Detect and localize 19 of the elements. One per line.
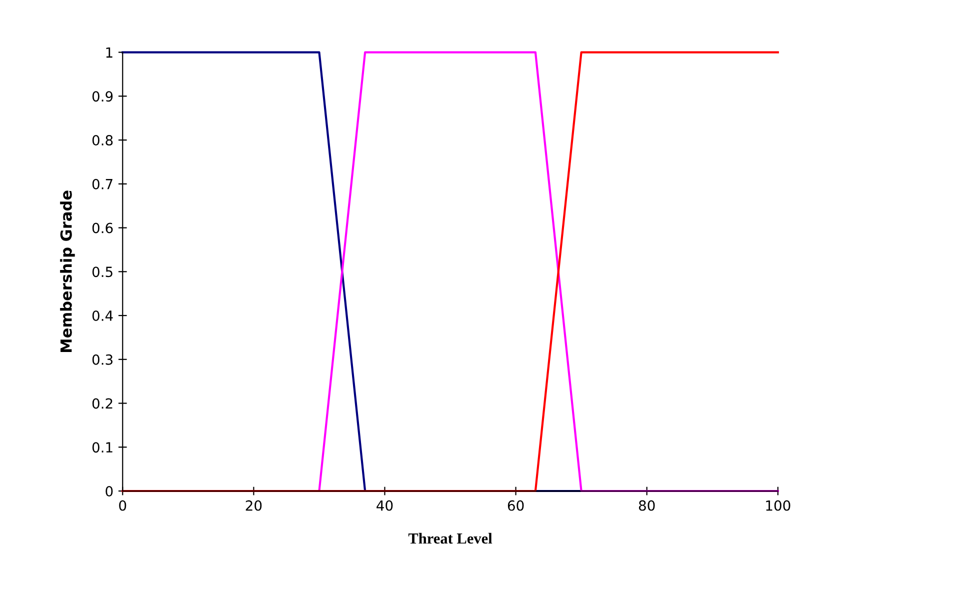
x-tick-label: 0 <box>119 500 126 511</box>
y-tick-label: 0.1 <box>92 442 112 453</box>
y-tick-label: 0.7 <box>92 178 112 190</box>
x-tick-label: 80 <box>638 500 655 511</box>
y-axis-title: Membership Grade <box>60 190 75 352</box>
y-tick-label: 0.4 <box>92 310 113 321</box>
y-tick-label: 0.5 <box>92 266 112 278</box>
y-tick-label: 1 <box>106 47 112 58</box>
x-tick-label: 100 <box>766 500 790 511</box>
x-tick-label: 20 <box>246 500 262 511</box>
y-tick-label: 0.9 <box>92 91 113 102</box>
y-tick-label: 0 <box>106 486 113 496</box>
y-tick-label: 0.8 <box>92 135 113 146</box>
x-axis-title: Threat Level <box>408 532 492 544</box>
y-tick-label: 0.3 <box>92 354 112 365</box>
x-tick-label: 40 <box>376 500 393 511</box>
y-tick-label: 0.6 <box>92 222 113 234</box>
x-tick-label: 60 <box>508 500 524 511</box>
y-tick-label: 0.2 <box>92 398 112 409</box>
